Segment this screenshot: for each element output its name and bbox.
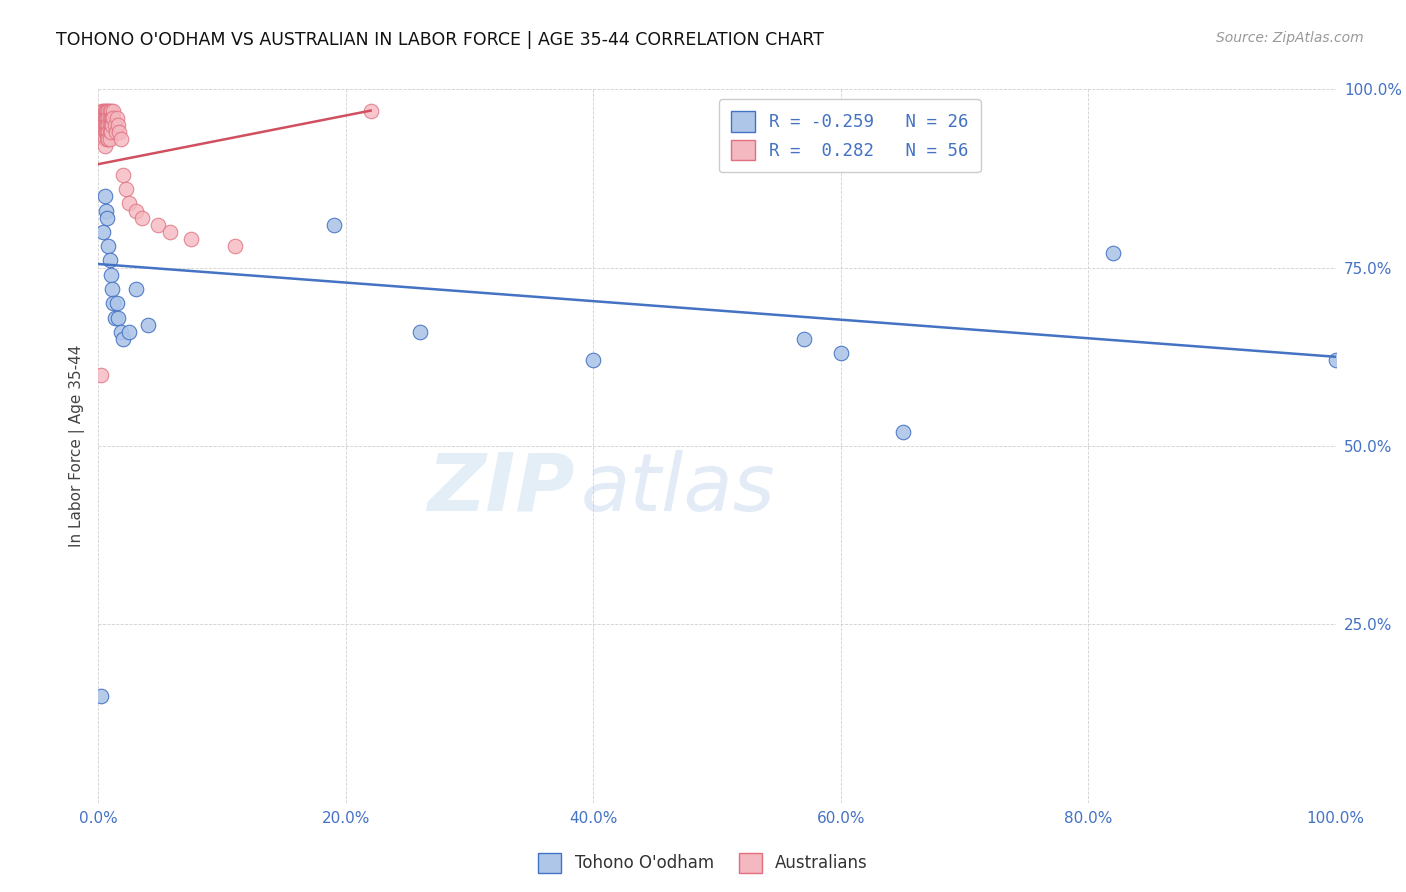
Point [100, 268, 122, 282]
Point [118, 196, 141, 211]
Point [93, 118, 115, 132]
Point [97, 132, 120, 146]
Point [104, 125, 127, 139]
Point [90, 368, 112, 382]
Point [94, 125, 117, 139]
Point [96, 211, 118, 225]
Point [112, 168, 135, 182]
Point [97, 118, 120, 132]
Point [93, 111, 115, 125]
Point [93, 118, 115, 132]
Point [96, 125, 118, 139]
Point [830, 346, 852, 360]
Point [94, 103, 117, 118]
Point [100, 118, 122, 132]
Point [93, 189, 115, 203]
Text: atlas: atlas [581, 450, 776, 528]
Point [97, 103, 120, 118]
Point [98, 111, 121, 125]
Point [105, 111, 128, 125]
Point [136, 318, 159, 332]
Point [112, 332, 135, 346]
Point [93, 103, 115, 118]
Point [98, 118, 121, 132]
Point [1324, 353, 1347, 368]
Point [96, 118, 118, 132]
Point [100, 125, 122, 139]
Point [360, 103, 382, 118]
Point [124, 282, 146, 296]
Point [146, 218, 169, 232]
Point [107, 310, 129, 325]
Point [91, 103, 114, 118]
Point [100, 103, 122, 118]
Point [103, 111, 125, 125]
Point [107, 118, 129, 132]
Point [793, 332, 815, 346]
Point [1102, 246, 1125, 260]
Point [97, 125, 120, 139]
Point [110, 325, 132, 339]
Point [98, 103, 121, 118]
Point [97, 239, 120, 253]
Point [91, 111, 114, 125]
Point [100, 111, 122, 125]
Legend: Tohono O'odham, Australians: Tohono O'odham, Australians [531, 847, 875, 880]
Point [93, 125, 115, 139]
Point [582, 353, 605, 368]
Point [108, 125, 131, 139]
Point [101, 118, 124, 132]
Point [103, 118, 125, 132]
Point [322, 218, 344, 232]
Point [105, 296, 128, 310]
Point [97, 111, 120, 125]
Text: ZIP: ZIP [427, 450, 575, 528]
Point [110, 132, 132, 146]
Point [224, 239, 246, 253]
Point [96, 132, 118, 146]
Point [180, 232, 202, 246]
Point [96, 103, 118, 118]
Legend: R = -0.259   N = 26, R =  0.282   N = 56: R = -0.259 N = 26, R = 0.282 N = 56 [718, 99, 980, 172]
Point [409, 325, 432, 339]
Point [90, 689, 112, 703]
Point [114, 182, 136, 196]
Point [124, 203, 146, 218]
Text: TOHONO O'ODHAM VS AUSTRALIAN IN LABOR FORCE | AGE 35-44 CORRELATION CHART: TOHONO O'ODHAM VS AUSTRALIAN IN LABOR FO… [56, 31, 824, 49]
Point [96, 111, 118, 125]
Point [98, 125, 121, 139]
Point [93, 111, 115, 125]
Point [91, 118, 114, 132]
Point [93, 139, 115, 153]
Point [93, 225, 115, 239]
Point [93, 103, 115, 118]
Point [103, 296, 125, 310]
Point [101, 282, 124, 296]
Point [891, 425, 914, 439]
Point [101, 111, 124, 125]
Point [98, 253, 121, 268]
Point [118, 325, 141, 339]
Point [94, 118, 117, 132]
Y-axis label: In Labor Force | Age 35-44: In Labor Force | Age 35-44 [69, 345, 86, 547]
Point [103, 103, 125, 118]
Point [103, 310, 125, 325]
Point [159, 225, 181, 239]
Point [94, 203, 117, 218]
Point [94, 111, 117, 125]
Point [93, 132, 115, 146]
Text: Source: ZipAtlas.com: Source: ZipAtlas.com [1216, 31, 1364, 45]
Point [131, 211, 153, 225]
Point [98, 132, 121, 146]
